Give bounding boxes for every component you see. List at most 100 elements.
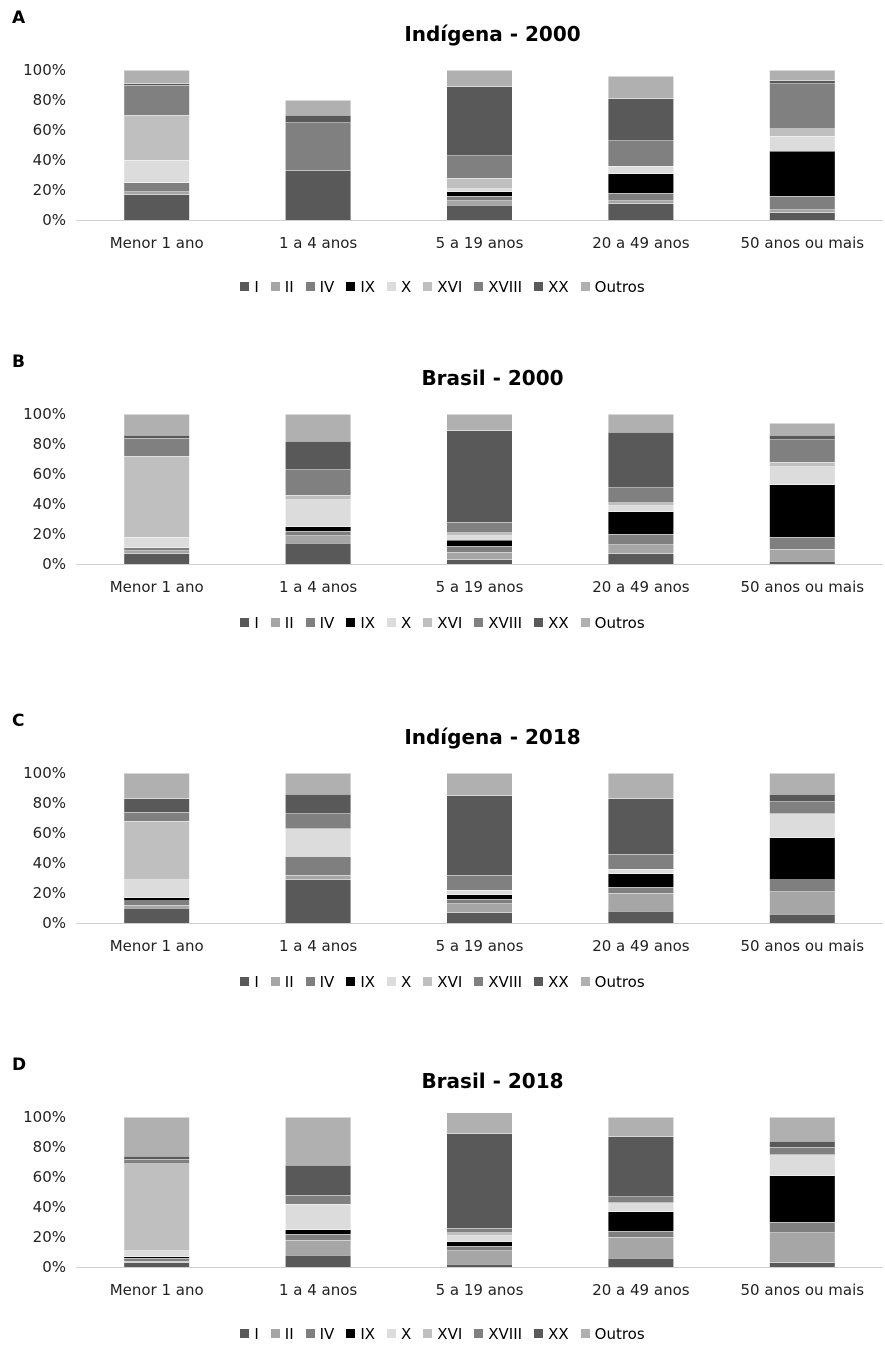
- bar-segment-ix: [285, 1229, 351, 1234]
- bar-segment-ii: [124, 191, 190, 195]
- legend-label: IX: [360, 973, 376, 991]
- y-tick-label: 60%: [33, 465, 66, 483]
- x-category-label: 1 a 4 anos: [279, 578, 357, 596]
- legend-swatch: [346, 618, 356, 627]
- bar-segment-xx: [608, 798, 674, 854]
- bar-segment-outros: [285, 100, 351, 115]
- bar-segment-xvi: [447, 532, 512, 536]
- legend-item-ix: IX: [346, 1325, 375, 1343]
- bar-segment-x: [769, 1154, 835, 1176]
- y-tick-label: 80%: [33, 794, 66, 812]
- legend-item-x: X: [387, 1325, 411, 1343]
- legend-swatch: [305, 618, 315, 627]
- legend-label: XVIII: [488, 614, 523, 632]
- bar-segment-ix: [447, 1241, 512, 1246]
- bar-segment-i: [285, 879, 351, 923]
- bar-segment-xx: [769, 435, 835, 440]
- bar-segment-xviii: [285, 469, 351, 495]
- legend-label: XX: [548, 973, 569, 991]
- bar-segment-iv: [769, 196, 835, 210]
- legend-swatch: [474, 1329, 484, 1338]
- legend: I II IV IX X XVI XVIII XX Outros: [0, 1325, 885, 1343]
- bar-segment-i: [447, 559, 512, 564]
- bar-segment-xvi: [124, 115, 190, 160]
- legend: I II IV IX X XVI XVIII XX Outros: [0, 278, 885, 296]
- bar-segment-ix: [608, 173, 674, 193]
- bar-segment-i: [124, 194, 190, 220]
- bar-segment-ii: [124, 1261, 190, 1263]
- legend-swatch: [534, 1329, 544, 1338]
- chart-title: Indígena - 2000: [404, 22, 581, 46]
- bar-segment-outros: [769, 423, 835, 435]
- stacked-bar-chart: 0% 20% 40% 60% 80% 100% Menor 1 ano 1 a 4 anos 5…: [23, 61, 883, 252]
- x-category-label: 50 anos ou mais: [741, 578, 865, 596]
- legend-item-xviii: XVIII: [474, 278, 522, 296]
- y-tick-label: 0%: [42, 1258, 66, 1276]
- legend-item-xviii: XVIII: [474, 973, 522, 991]
- bar-segment-ix: [124, 897, 190, 901]
- legend-label: IV: [319, 1325, 335, 1343]
- x-category-label: 5 a 19 anos: [436, 1281, 524, 1299]
- bar-segment-xx: [124, 798, 190, 812]
- bar-segment-xx: [447, 1133, 512, 1228]
- bar-segment-outros: [124, 414, 190, 435]
- bar-segment-ix: [124, 1256, 190, 1258]
- bar-segment-x: [124, 879, 190, 898]
- legend-swatch: [346, 977, 356, 986]
- bar-segment-ii: [447, 552, 512, 560]
- bar-segment-i: [608, 911, 674, 923]
- chart-title: Brasil - 2018: [421, 1069, 564, 1093]
- chart-panel-c: C Indígena - 2018 0% 20% 40% 60% 80% 100% Meno…: [0, 711, 885, 1011]
- legend: I II IV IX X XVI XVIII XX Outros: [0, 973, 885, 991]
- bar-segment-outros: [769, 1117, 835, 1141]
- legend-label: XVI: [437, 973, 463, 991]
- bar-segment-ii: [608, 544, 674, 554]
- legend-label: II: [284, 278, 294, 296]
- legend-swatch: [387, 282, 397, 291]
- bar-segment-outros: [285, 1117, 351, 1165]
- bar-segment-x: [608, 166, 674, 174]
- bar-segment-ix: [608, 873, 674, 887]
- legend-item-ii: II: [270, 1325, 294, 1343]
- legend-item-i: I: [240, 973, 259, 991]
- bar-segment-outros: [285, 414, 351, 441]
- legend-label: II: [284, 614, 294, 632]
- x-category-label: 1 a 4 anos: [279, 1281, 357, 1299]
- bar-segment-ii: [447, 903, 512, 913]
- legend-label: Outros: [594, 973, 645, 991]
- bar-segment-iv: [447, 196, 512, 201]
- bar-segment-ii: [285, 535, 351, 543]
- legend-swatch: [580, 977, 590, 986]
- legend-item-ix: IX: [346, 973, 375, 991]
- legend-label: I: [254, 278, 259, 296]
- legend-item-xviii: XVIII: [474, 614, 522, 632]
- legend-label: XX: [548, 614, 569, 632]
- legend-item-i: I: [240, 1325, 259, 1343]
- legend-swatch: [346, 1329, 356, 1338]
- bar-segment-xx: [285, 1165, 351, 1195]
- bar-segment-x: [608, 1202, 674, 1212]
- bar-segment-i: [285, 543, 351, 564]
- bar-segment-xviii: [608, 487, 674, 503]
- bar-segment-xviii: [124, 438, 190, 456]
- legend-label: XVI: [437, 278, 463, 296]
- bar-segment-xx: [608, 432, 674, 488]
- legend-item-xvi: XVI: [423, 278, 462, 296]
- panel-letter: A: [12, 8, 26, 28]
- x-category-label: 20 a 49 anos: [592, 234, 690, 252]
- x-category-label: Menor 1 ano: [110, 937, 204, 955]
- bar-segment-x: [769, 813, 835, 838]
- bar-segment-ii: [447, 1250, 512, 1264]
- bar-segment-xviii: [447, 155, 512, 178]
- y-tick-label: 20%: [33, 181, 66, 199]
- bar-segment-xvi: [769, 462, 835, 467]
- legend-swatch: [474, 977, 484, 986]
- bar-segment-i: [769, 914, 835, 923]
- bar-segment-i: [124, 908, 190, 923]
- bar-segment-outros: [608, 414, 674, 432]
- legend-label: I: [254, 973, 259, 991]
- legend-item-xviii: XVIII: [474, 1325, 522, 1343]
- bar-segment-xviii: [608, 1196, 674, 1203]
- legend-swatch: [534, 282, 544, 291]
- x-category-label: 1 a 4 anos: [279, 937, 357, 955]
